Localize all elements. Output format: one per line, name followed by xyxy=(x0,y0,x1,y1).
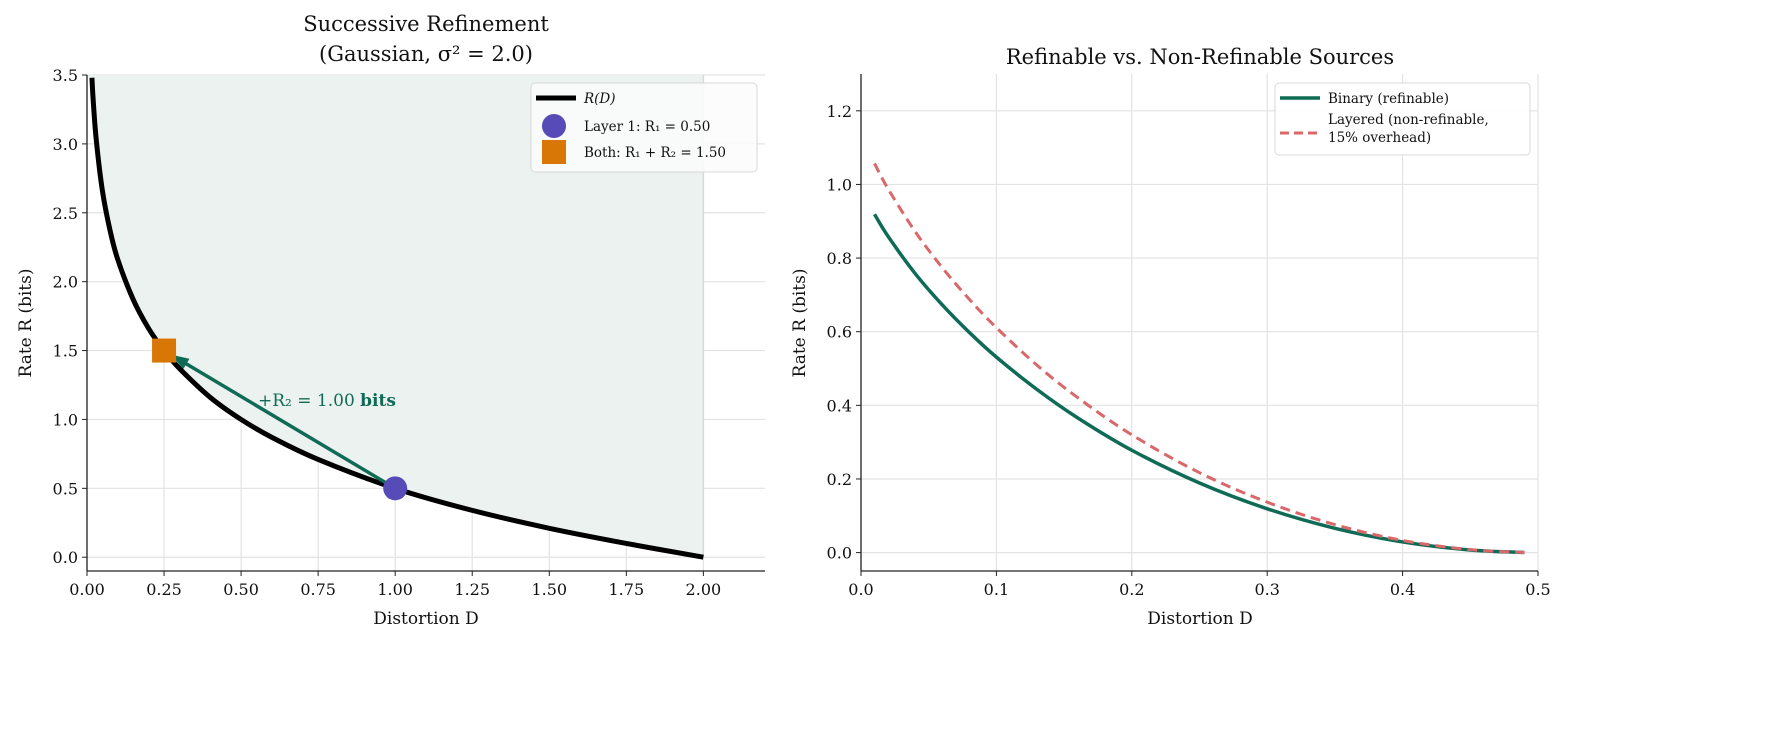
legend-layered-label-line1: Layered (non-refinable, xyxy=(1328,112,1489,128)
x-tick-label: 0.25 xyxy=(146,580,182,599)
y-tick-label: 1.2 xyxy=(827,102,852,121)
x-tick-label: 0.3 xyxy=(1254,580,1279,599)
left-chart: +R₂ = 1.00 bits 0.00 0.25 0.50 0.75 1.00 1.25… xyxy=(16,12,765,629)
layered-curve xyxy=(873,162,1525,554)
x-tick-label: 0.75 xyxy=(300,580,336,599)
layer1-point xyxy=(383,476,408,501)
left-x-label: Distortion D xyxy=(373,609,478,629)
legend-layer1-label: Layer 1: R₁ = 0.50 xyxy=(584,119,710,135)
x-tick-label: 0.5 xyxy=(1525,580,1550,599)
x-tick-label: 1.50 xyxy=(531,580,567,599)
y-tick-label: 0.0 xyxy=(53,548,78,567)
left-title-line1: Successive Refinement xyxy=(303,12,549,36)
arrow-shaft xyxy=(175,356,397,490)
right-chart: 0.0 0.1 0.2 0.3 0.4 0.50.00.20.40.60.81.01.2 … xyxy=(790,45,1551,629)
right-series xyxy=(873,162,1525,555)
legend-layer1-marker xyxy=(542,114,566,138)
refinement-annotation: +R₂ = 1.00 bits xyxy=(258,391,396,411)
left-points xyxy=(152,338,408,501)
right-title: Refinable vs. Non-Refinable Sources xyxy=(1006,45,1394,69)
x-tick-label: 0.2 xyxy=(1119,580,1144,599)
x-tick-label: 2.00 xyxy=(686,580,722,599)
legend-binary-label: Binary (refinable) xyxy=(1328,91,1449,107)
rd-curve xyxy=(89,77,704,560)
x-tick-label: 0.0 xyxy=(848,580,873,599)
feasible-region-fill xyxy=(87,75,704,558)
y-tick-label: 1.5 xyxy=(53,342,78,361)
y-tick-label: 1.0 xyxy=(827,175,852,194)
x-tick-label: 1.25 xyxy=(454,580,490,599)
y-tick-label: 3.0 xyxy=(53,135,78,154)
legend-both-marker xyxy=(542,140,566,164)
y-tick-label: 0.4 xyxy=(827,396,852,415)
right-legend: Binary (refinable) Layered (non-refinabl… xyxy=(1274,82,1531,156)
y-tick-label: 2.0 xyxy=(53,273,78,292)
right-axes: 0.0 0.1 0.2 0.3 0.4 0.5 0.0 0.2 0.4 0.6 0.8 1.0 1.2 xyxy=(827,74,1551,599)
left-legend: R(D) Layer 1: R₁ = 0.50 Both: R₁ + R₂ = … xyxy=(530,82,758,173)
x-tick-label: 0.1 xyxy=(984,580,1009,599)
binary-curve xyxy=(873,213,1525,555)
x-tick-label: 1.75 xyxy=(609,580,645,599)
y-tick-label: 0.6 xyxy=(827,323,852,342)
right-y-label: Rate R (bits) xyxy=(790,269,810,378)
x-tick-label: 1.00 xyxy=(377,580,413,599)
right-x-label: Distortion D xyxy=(1147,609,1252,629)
x-tick-label: 0.50 xyxy=(223,580,259,599)
y-tick-label: 0.0 xyxy=(827,544,852,563)
y-tick-label: 1.0 xyxy=(53,410,78,429)
left-title-line2: (Gaussian, σ² = 2.0) xyxy=(319,42,533,66)
x-tick-label: 0.00 xyxy=(69,580,105,599)
legend-rd-label: R(D) xyxy=(583,91,616,107)
y-tick-label: 0.8 xyxy=(827,249,852,268)
left-axes: 0.00 0.25 0.50 0.75 1.00 1.25 1.50 1.75 2.00 0.0 0… xyxy=(53,66,765,599)
legend-both-label: Both: R₁ + R₂ = 1.50 xyxy=(584,145,726,161)
left-y-label: Rate R (bits) xyxy=(16,269,36,378)
x-tick-label: 0.4 xyxy=(1390,580,1415,599)
y-tick-label: 2.5 xyxy=(53,204,78,223)
y-tick-label: 3.5 xyxy=(53,66,78,85)
y-tick-label: 0.2 xyxy=(827,470,852,489)
legend-layered-label-line2: 15% overhead) xyxy=(1328,130,1431,146)
y-tick-label: 0.5 xyxy=(53,479,78,498)
both-layers-point xyxy=(152,338,177,363)
